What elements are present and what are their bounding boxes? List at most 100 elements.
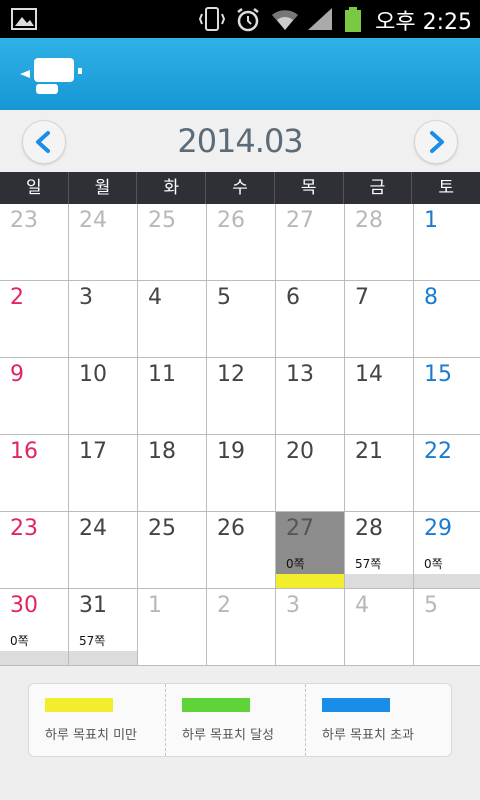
calendar-day-cell[interactable]: 27 (276, 204, 345, 281)
pages-read-label: 0쪽 (286, 557, 305, 571)
day-number: 2 (10, 285, 24, 310)
day-number: 10 (79, 362, 107, 387)
day-number: 17 (79, 439, 107, 464)
calendar-day-cell[interactable]: 28 57쪽 (345, 512, 414, 589)
calendar-day-cell[interactable]: 5 (414, 589, 480, 666)
month-navigation: 2014.03 (0, 110, 480, 172)
day-number: 24 (79, 516, 107, 541)
weekday-mon: 월 (69, 172, 138, 204)
weekday-wed: 수 (206, 172, 275, 204)
day-number: 9 (10, 362, 24, 387)
calendar-day-cell[interactable]: 19 (207, 435, 276, 512)
legend-label: 하루 목표치 달성 (182, 728, 274, 743)
calendar-day-cell[interactable]: 10 (69, 358, 138, 435)
legend-item-above-goal: 하루 목표치 초과 (305, 684, 446, 756)
calendar-day-cell[interactable]: 17 (69, 435, 138, 512)
pages-read-label: 0쪽 (424, 557, 443, 571)
day-number: 4 (355, 593, 369, 618)
day-number: 27 (286, 208, 314, 233)
calendar-day-cell[interactable]: 23 (0, 204, 69, 281)
calendar-day-cell[interactable]: 2 (207, 589, 276, 666)
day-number: 3 (79, 285, 93, 310)
day-number: 25 (148, 208, 176, 233)
day-number: 29 (424, 516, 452, 541)
day-number: 12 (217, 362, 245, 387)
month-title: 2014.03 (177, 122, 303, 160)
calendar-day-cell[interactable]: 8 (414, 281, 480, 358)
weekday-sun: 일 (0, 172, 69, 204)
calendar-day-cell[interactable]: 2 (0, 281, 69, 358)
calendar-day-cell[interactable]: 31 57쪽 (69, 589, 138, 666)
day-number: 30 (10, 593, 38, 618)
pages-read-label: 0쪽 (10, 634, 29, 648)
battery-icon (345, 7, 361, 32)
prev-month-button[interactable] (22, 120, 66, 164)
calendar-day-cell[interactable]: 18 (138, 435, 207, 512)
calendar-grid: 23 24 25 26 27 28 1 2 3 4 5 6 7 8 9 10 11 12 13 14 15 16 17 18 1… (0, 204, 480, 666)
day-number: 23 (10, 208, 38, 233)
calendar-day-cell[interactable]: 1 (138, 589, 207, 666)
next-month-button[interactable] (414, 120, 458, 164)
day-number: 4 (148, 285, 162, 310)
weekday-fri: 금 (344, 172, 413, 204)
alarm-icon (237, 8, 259, 32)
calendar-day-cell[interactable]: 4 (138, 281, 207, 358)
day-number: 28 (355, 208, 383, 233)
day-number: 31 (79, 593, 107, 618)
calendar-day-cell[interactable]: 26 (207, 204, 276, 281)
calendar-day-cell[interactable]: 6 (276, 281, 345, 358)
calendar-day-cell[interactable]: 24 (69, 204, 138, 281)
calendar-day-cell[interactable]: 23 (0, 512, 69, 589)
day-number: 28 (355, 516, 383, 541)
calendar-day-cell[interactable]: 3 (69, 281, 138, 358)
calendar-day-cell[interactable]: 28 (345, 204, 414, 281)
calendar-day-cell[interactable]: 5 (207, 281, 276, 358)
calendar-day-cell[interactable]: 11 (138, 358, 207, 435)
pages-read-label: 57쪽 (355, 557, 382, 571)
calendar-day-cell[interactable]: 1 (414, 204, 480, 281)
calendar-day-cell[interactable]: 29 0쪽 (414, 512, 480, 589)
progress-bar (414, 574, 480, 588)
chevron-right-icon (430, 131, 444, 153)
weekday-tue: 화 (137, 172, 207, 204)
legend-swatch-blue (322, 698, 390, 712)
day-number: 19 (217, 439, 245, 464)
calendar-day-cell[interactable]: 22 (414, 435, 480, 512)
day-number: 26 (217, 208, 245, 233)
calendar-day-cell[interactable]: 9 (0, 358, 69, 435)
calendar-day-cell[interactable]: 20 (276, 435, 345, 512)
image-icon (11, 8, 37, 30)
legend-swatch-yellow (45, 698, 113, 712)
day-number: 16 (10, 439, 38, 464)
calendar-day-cell[interactable]: 16 (0, 435, 69, 512)
day-number: 5 (424, 593, 438, 618)
calendar-day-cell[interactable]: 3 (276, 589, 345, 666)
calendar-day-cell[interactable]: 26 (207, 512, 276, 589)
day-number: 1 (148, 593, 162, 618)
weekday-thu: 목 (275, 172, 344, 204)
chevron-left-icon (36, 131, 50, 153)
calendar-day-cell[interactable]: 30 0쪽 (0, 589, 69, 666)
day-number: 2 (217, 593, 231, 618)
calendar-day-cell[interactable]: 25 (138, 512, 207, 589)
day-number: 15 (424, 362, 452, 387)
day-number: 27 (286, 516, 314, 541)
calendar-day-cell[interactable]: 14 (345, 358, 414, 435)
calendar-day-cell[interactable]: 12 (207, 358, 276, 435)
app-logo-icon[interactable] (18, 54, 86, 96)
calendar-day-cell[interactable]: 15 (414, 358, 480, 435)
day-number: 3 (286, 593, 300, 618)
calendar-day-cell[interactable]: 25 (138, 204, 207, 281)
calendar-day-cell[interactable]: 24 (69, 512, 138, 589)
calendar-day-cell[interactable]: 21 (345, 435, 414, 512)
progress-bar (69, 651, 137, 665)
legend-item-goal-met: 하루 목표치 달성 (165, 684, 306, 756)
status-bar: 오후 2:25 (0, 0, 480, 38)
calendar-day-cell-selected[interactable]: 27 0쪽 (276, 512, 345, 589)
calendar-day-cell[interactable]: 13 (276, 358, 345, 435)
day-number: 22 (424, 439, 452, 464)
calendar-day-cell[interactable]: 4 (345, 589, 414, 666)
calendar-day-cell[interactable]: 7 (345, 281, 414, 358)
day-number: 21 (355, 439, 383, 464)
day-number: 8 (424, 285, 438, 310)
